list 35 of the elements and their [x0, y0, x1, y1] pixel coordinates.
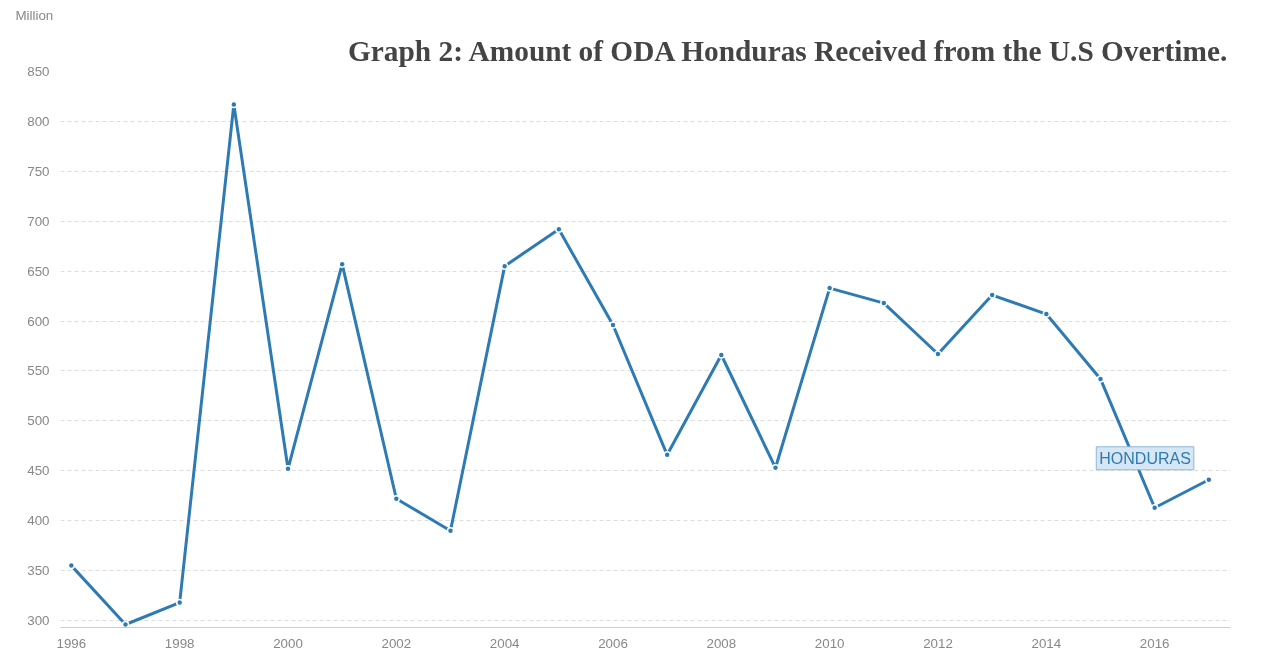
x-tick-label: 1998 — [164, 635, 195, 651]
y-tick-label: 350 — [27, 563, 50, 579]
y-tick-label: 850 — [27, 64, 50, 79]
y-tick-label: 500 — [27, 413, 50, 429]
y-tick-label: 450 — [27, 463, 50, 479]
x-tick-label: 2002 — [381, 635, 412, 651]
point — [175, 598, 184, 607]
point — [988, 291, 996, 299]
y-tick-label: 750 — [27, 163, 50, 179]
point — [609, 321, 617, 329]
x-tick-label: 2012 — [923, 635, 953, 651]
series-label: HONDURAS — [1099, 449, 1191, 467]
y-tick-label: 550 — [27, 363, 50, 379]
point — [1042, 310, 1051, 318]
x-tick-label: 1996 — [56, 635, 87, 651]
x-tick-label: 2008 — [706, 635, 737, 651]
x-tick-label: 2000 — [273, 635, 303, 651]
x-tick-label: 2004 — [489, 635, 521, 651]
point — [934, 350, 942, 358]
y-axis-title: Million — [15, 7, 54, 23]
x-tick-label: 2014 — [1031, 635, 1062, 651]
x-tick-label: 2016 — [1139, 635, 1170, 651]
point — [717, 351, 726, 359]
y-tick-label: 650 — [27, 263, 50, 279]
y-tick-label: 700 — [27, 213, 50, 229]
y-tick-label: 300 — [27, 613, 50, 629]
point — [1096, 375, 1105, 383]
chart-title: Graph 2: Amount of ODA Honduras Received from the U.S Overtime. — [348, 34, 1228, 67]
x-tick-label: 2006 — [598, 635, 628, 651]
point — [880, 299, 888, 307]
y-tick-label: 600 — [27, 313, 50, 329]
y-tick-label: 400 — [27, 513, 50, 529]
y-tick-label: 800 — [27, 113, 50, 129]
point — [121, 620, 130, 628]
x-tick-label: 2010 — [814, 635, 845, 651]
